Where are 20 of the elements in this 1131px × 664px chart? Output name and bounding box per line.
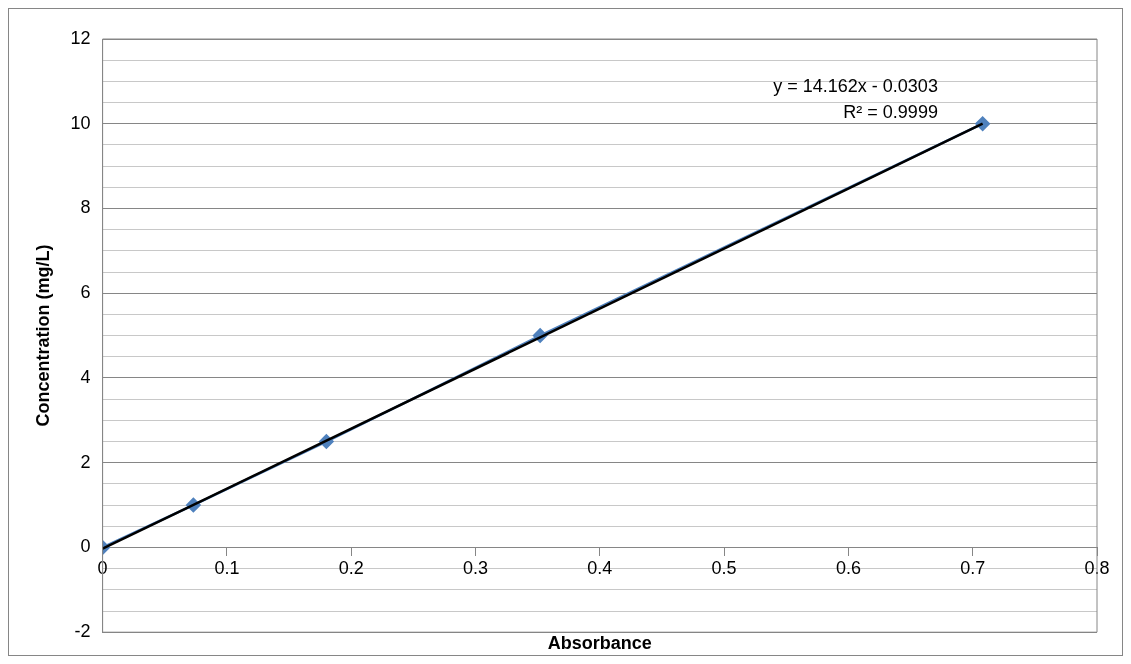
x-tick-label: 0.8 — [1084, 558, 1110, 579]
y-tick-label: -2 — [74, 621, 91, 642]
x-tick-label: 0.3 — [463, 558, 489, 579]
y-tick-label: 4 — [80, 366, 91, 387]
x-tick-label: 0.2 — [338, 558, 364, 579]
y-tick-label: 12 — [70, 27, 91, 48]
annotation: R² = 0.9999 — [843, 101, 938, 122]
x-tick-label: 0.6 — [835, 558, 861, 579]
annotation: y = 14.162x - 0.0303 — [773, 75, 938, 96]
y-tick-label: 10 — [70, 112, 91, 133]
y-axis-title: Concentration (mg/L) — [32, 244, 53, 427]
x-tick-label: 0.1 — [214, 558, 240, 579]
x-tick-label: 0.5 — [711, 558, 737, 579]
x-tick-label: 0.7 — [960, 558, 986, 579]
y-tick-label: 8 — [80, 197, 91, 218]
x-axis-title: Absorbance — [547, 632, 652, 653]
y-tick-label: 0 — [80, 536, 91, 557]
y-tick-label: 6 — [80, 282, 91, 303]
y-tick-label: 2 — [80, 451, 91, 472]
x-tick-label: 0.4 — [587, 558, 613, 579]
